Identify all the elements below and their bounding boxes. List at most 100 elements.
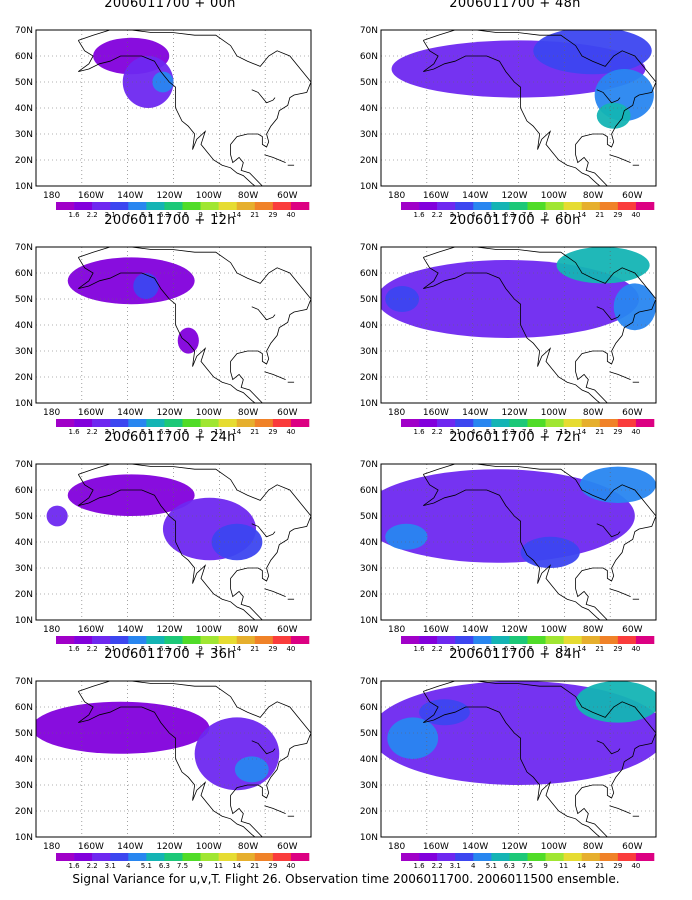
colorbar-swatch (617, 202, 637, 210)
colorbar-swatch (599, 419, 619, 427)
colorbar-label: 1.6 (414, 211, 426, 219)
colorbar-label: 21 (595, 428, 604, 436)
y-tick-label: 40N (15, 104, 33, 114)
colorbar-swatch (563, 636, 583, 644)
colorbar-swatch (563, 202, 583, 210)
map-svg: 70N 60N 50N 40N 30N 20N 10N 180 160W 140W 120W 100W… (360, 243, 657, 436)
colorbar-swatch (74, 636, 93, 644)
x-tick-label: 80W (583, 408, 603, 418)
colorbar-label: 4 (471, 645, 476, 653)
colorbar-label: 11 (559, 428, 568, 436)
y-tick-label: 50N (360, 729, 378, 739)
coastline (422, 247, 656, 403)
plot-frame (35, 463, 312, 621)
colorbar-swatch (401, 202, 420, 210)
colorbar-label: 5.1 (486, 211, 497, 219)
x-tick-label: 60W (622, 408, 642, 418)
y-tick-label: 70N (15, 243, 33, 253)
colorbar-label: 4 (126, 211, 131, 219)
colorbar-label: 9 (543, 645, 547, 653)
map-panel: 2006011700 + 36h 70N 60N 50N 40N 30N 20N 10N 180… (0, 647, 340, 871)
great-lakes (251, 740, 276, 755)
map-svg: 70N 60N 50N 40N 30N 20N 10N 180 160W 140W 120W 100W… (15, 26, 312, 219)
coastline (77, 464, 311, 620)
colorbar-swatch (581, 202, 601, 210)
colorbar-swatch (437, 853, 456, 861)
colorbar-swatch (563, 419, 583, 427)
colorbar-swatch (401, 419, 420, 427)
x-tick-label: 160W (78, 625, 104, 635)
y-tick-label: 50N (15, 78, 33, 88)
variance-blob (385, 523, 428, 550)
colorbar-swatch (146, 202, 165, 210)
colorbar-label: 9 (543, 428, 547, 436)
colorbar-label: 6.3 (504, 428, 515, 436)
colorbar-label: 1.6 (69, 428, 81, 436)
colorbar-label: 29 (613, 428, 622, 436)
colorbar-swatch (56, 636, 75, 644)
x-tick-label: 180 (388, 842, 405, 852)
y-tick-label: 40N (360, 104, 378, 114)
y-tick-label: 60N (15, 269, 33, 279)
colorbar-label: 9 (198, 211, 202, 219)
y-tick-label: 40N (360, 321, 378, 331)
y-tick-label: 50N (360, 78, 378, 88)
colorbar-swatch (218, 202, 238, 210)
colorbar-label: 21 (595, 645, 604, 653)
colorbar-label: 5.1 (141, 645, 152, 653)
colorbar-swatch (146, 636, 165, 644)
colorbar-swatch (491, 636, 510, 644)
colorbar-label: 1.6 (414, 645, 426, 653)
coastline (77, 30, 311, 186)
colorbar-label: 14 (232, 428, 241, 436)
colorbar-swatch (182, 636, 201, 644)
colorbar-label: 29 (268, 428, 277, 436)
colorbar-label: 7.5 (522, 862, 533, 870)
x-tick-label: 180 (388, 191, 405, 201)
colorbar-label: 6.3 (159, 211, 170, 219)
x-tick-label: 160W (78, 191, 104, 201)
x-tick-label: 60W (622, 191, 642, 201)
coastline (77, 247, 311, 403)
panel-title: 2006011700 + 48h (449, 0, 581, 11)
colorbar-swatch (92, 636, 111, 644)
variance-blob (579, 466, 656, 503)
variance-blob (46, 505, 68, 527)
y-tick-label: 60N (15, 52, 33, 62)
colorbar-swatch (437, 202, 456, 210)
colorbar-swatch (74, 853, 93, 861)
y-tick-label: 70N (360, 677, 378, 687)
colorbar-swatch (110, 636, 129, 644)
x-tick-label: 140W (462, 625, 488, 635)
colorbar-swatch (455, 202, 474, 210)
colorbar-label: 14 (232, 862, 241, 870)
variance-blob (67, 474, 195, 516)
y-tick-label: 30N (360, 347, 378, 357)
colorbar-swatch (563, 853, 583, 861)
colorbar-swatch (419, 419, 438, 427)
colorbar-label: 7.5 (522, 211, 533, 219)
colorbar-swatch (617, 419, 637, 427)
colorbar-swatch (419, 853, 438, 861)
x-tick-label: 80W (583, 842, 603, 852)
variance-blob (575, 681, 656, 723)
x-tick-label: 140W (462, 408, 488, 418)
y-tick-label: 50N (15, 295, 33, 305)
colorbar-label: 9 (198, 862, 202, 870)
y-tick-label: 50N (15, 512, 33, 522)
y-tick-label: 30N (15, 781, 33, 791)
x-tick-label: 120W (501, 408, 527, 418)
y-tick-label: 20N (15, 807, 33, 817)
x-tick-label: 60W (622, 842, 642, 852)
colorbar-swatch (182, 419, 201, 427)
panel-title: 2006011700 + 84h (449, 647, 581, 662)
colorbar-swatch (236, 202, 256, 210)
coastline (422, 30, 656, 186)
x-tick-label: 180 (388, 408, 405, 418)
colorbar-swatch (128, 202, 147, 210)
y-tick-label: 70N (360, 460, 378, 470)
colorbar-swatch (509, 419, 528, 427)
colorbar-swatch (635, 853, 655, 861)
colorbar-label: 6.3 (159, 645, 170, 653)
colorbar-label: 21 (250, 211, 259, 219)
